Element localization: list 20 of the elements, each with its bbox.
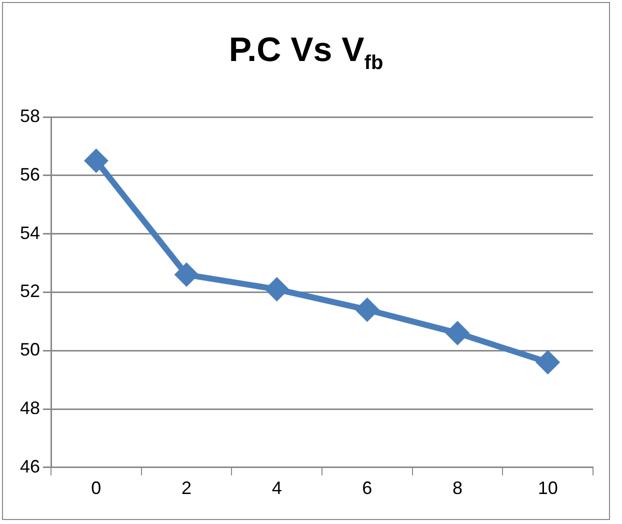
y-tick-label: 46 <box>20 456 40 476</box>
x-tick-label: 10 <box>538 478 558 498</box>
point <box>85 150 108 172</box>
y-tick-label: 52 <box>20 281 40 302</box>
point <box>536 351 559 374</box>
y-tick-label: 58 <box>20 106 40 126</box>
point <box>176 264 198 286</box>
point <box>446 322 469 344</box>
point <box>356 298 378 321</box>
y-tick-label: 50 <box>20 340 40 360</box>
x-tick-label: 0 <box>91 478 102 498</box>
x-tick-label: 8 <box>452 478 463 498</box>
x-tick-label: 6 <box>362 478 372 498</box>
y-tick-label: 54 <box>20 222 40 243</box>
x-tick-label: 4 <box>272 478 282 498</box>
y-tick-label: 48 <box>20 398 40 418</box>
x-tick-label: 2 <box>182 478 192 498</box>
y-tick-label: 56 <box>20 164 40 184</box>
point <box>266 278 288 300</box>
chart-title: P.C Vs V$_{fb}$ <box>228 31 384 75</box>
